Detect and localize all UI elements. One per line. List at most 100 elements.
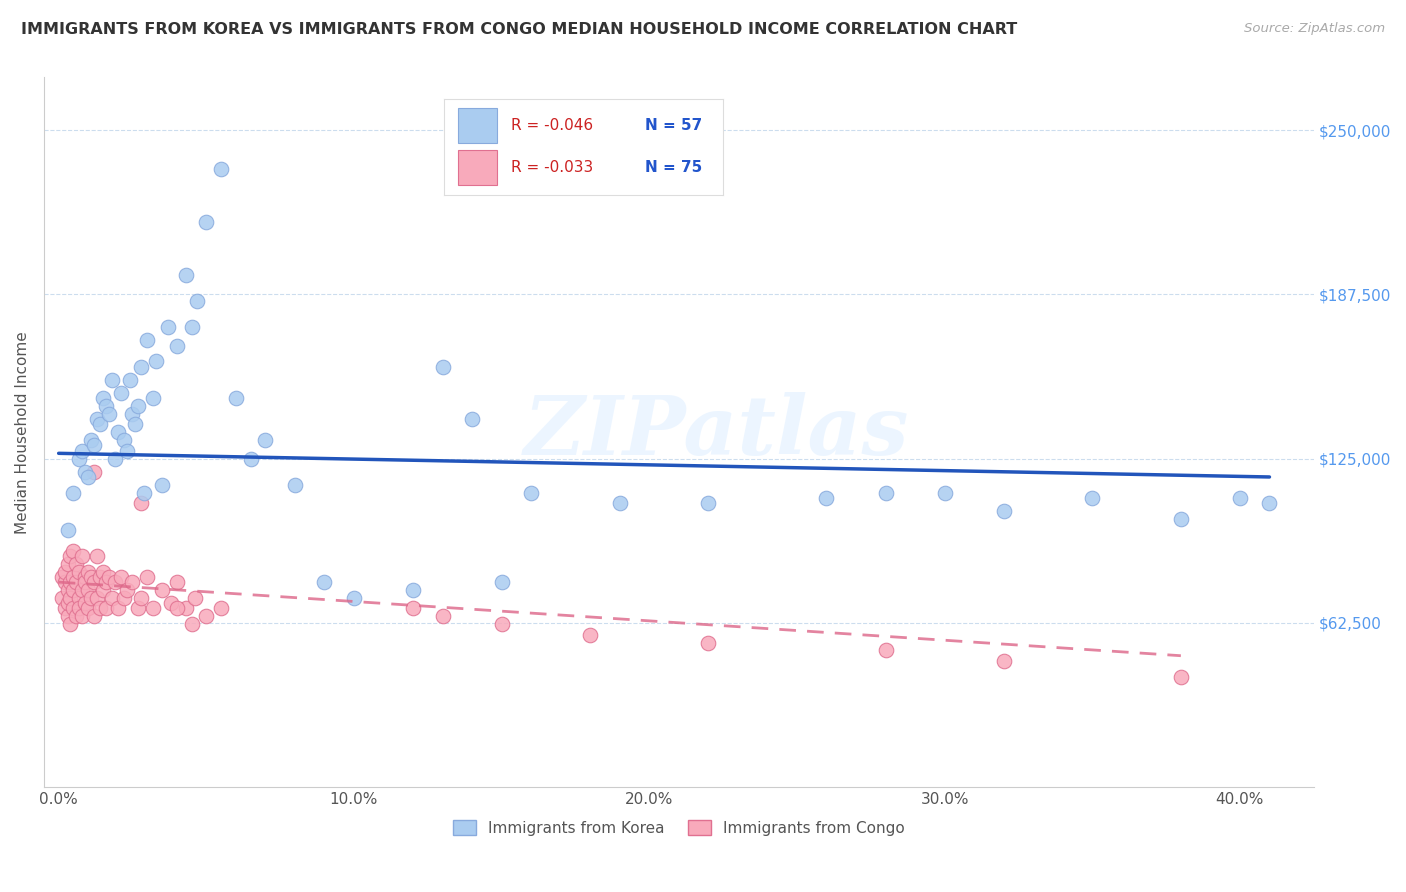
Point — [314, 575, 336, 590]
Point — [131, 496, 153, 510]
Point — [875, 643, 897, 657]
Point — [142, 601, 165, 615]
Point — [1229, 491, 1251, 505]
Point — [67, 591, 90, 605]
Point — [75, 570, 97, 584]
Point — [112, 591, 135, 605]
Point — [83, 609, 105, 624]
Point — [166, 338, 188, 352]
Point — [402, 582, 425, 597]
Point — [86, 412, 108, 426]
Point — [209, 162, 232, 177]
Point — [195, 609, 218, 624]
Point — [115, 443, 138, 458]
Point — [284, 478, 307, 492]
Point — [59, 549, 82, 563]
Point — [62, 582, 84, 597]
Point — [56, 596, 79, 610]
Point — [59, 591, 82, 605]
Point — [62, 601, 84, 615]
Point — [59, 575, 82, 590]
Point — [104, 451, 127, 466]
Point — [56, 609, 79, 624]
Point — [83, 438, 105, 452]
Point — [75, 596, 97, 610]
Point — [53, 575, 76, 590]
Point — [56, 582, 79, 597]
Point — [150, 478, 173, 492]
Point — [101, 373, 124, 387]
Point — [343, 591, 366, 605]
Point — [183, 591, 205, 605]
Point — [115, 582, 138, 597]
Point — [77, 470, 100, 484]
Point — [62, 485, 84, 500]
Point — [65, 557, 87, 571]
Point — [72, 443, 94, 458]
Point — [815, 491, 838, 505]
Point — [72, 582, 94, 597]
Point — [180, 617, 202, 632]
Text: Source: ZipAtlas.com: Source: ZipAtlas.com — [1244, 22, 1385, 36]
Point — [131, 591, 153, 605]
Point — [86, 591, 108, 605]
Point — [51, 591, 73, 605]
Point — [156, 320, 179, 334]
Point — [51, 570, 73, 584]
Point — [579, 628, 602, 642]
Point — [72, 609, 94, 624]
Point — [83, 465, 105, 479]
Point — [166, 601, 188, 615]
Point — [56, 557, 79, 571]
Point — [1081, 491, 1104, 505]
Point — [62, 543, 84, 558]
Point — [239, 451, 262, 466]
Point — [432, 359, 454, 374]
Point — [91, 565, 114, 579]
Point — [136, 570, 159, 584]
Point — [160, 596, 183, 610]
Point — [150, 582, 173, 597]
Point — [77, 582, 100, 597]
Point — [145, 354, 167, 368]
Point — [65, 575, 87, 590]
Point — [67, 451, 90, 466]
Point — [110, 570, 132, 584]
Point — [94, 399, 117, 413]
Point — [56, 523, 79, 537]
Point — [101, 591, 124, 605]
Point — [875, 485, 897, 500]
Point — [136, 333, 159, 347]
Point — [1170, 670, 1192, 684]
Point — [124, 417, 146, 432]
Point — [75, 575, 97, 590]
Point — [118, 373, 141, 387]
Y-axis label: Median Household Income: Median Household Income — [15, 331, 30, 533]
Point — [180, 320, 202, 334]
Point — [107, 601, 129, 615]
Point — [89, 417, 111, 432]
Legend: Immigrants from Korea, Immigrants from Congo: Immigrants from Korea, Immigrants from C… — [446, 812, 912, 843]
Point — [59, 617, 82, 632]
Point — [91, 582, 114, 597]
Point — [402, 601, 425, 615]
Point — [432, 609, 454, 624]
Point — [80, 591, 103, 605]
Point — [67, 565, 90, 579]
Point — [993, 504, 1015, 518]
Point — [112, 433, 135, 447]
Point — [609, 496, 631, 510]
Point — [461, 412, 484, 426]
Point — [491, 617, 513, 632]
Point — [97, 570, 120, 584]
Point — [121, 575, 143, 590]
Point — [520, 485, 543, 500]
Point — [91, 391, 114, 405]
Point — [1170, 512, 1192, 526]
Point — [697, 496, 720, 510]
Point — [75, 465, 97, 479]
Point — [67, 601, 90, 615]
Point — [491, 575, 513, 590]
Point — [72, 549, 94, 563]
Point — [142, 391, 165, 405]
